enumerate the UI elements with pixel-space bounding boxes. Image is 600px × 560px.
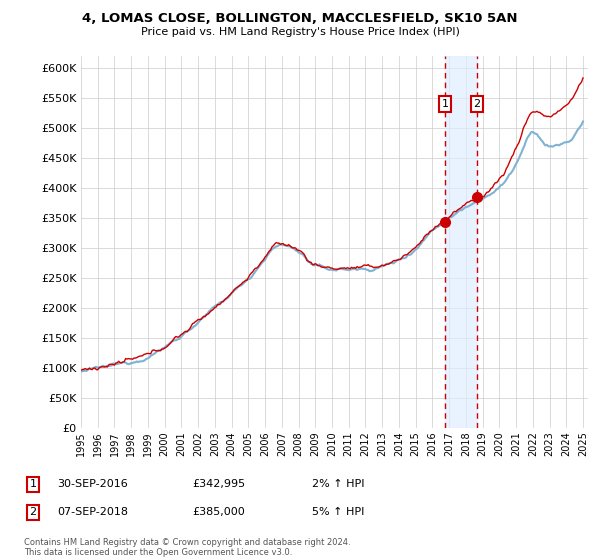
Text: 4, LOMAS CLOSE, BOLLINGTON, MACCLESFIELD, SK10 5AN: 4, LOMAS CLOSE, BOLLINGTON, MACCLESFIELD… [82,12,518,25]
Text: Contains HM Land Registry data © Crown copyright and database right 2024.
This d: Contains HM Land Registry data © Crown c… [24,538,350,557]
Text: 1: 1 [29,479,37,489]
Text: 2% ↑ HPI: 2% ↑ HPI [312,479,365,489]
Text: 07-SEP-2018: 07-SEP-2018 [57,507,128,517]
Text: £342,995: £342,995 [192,479,245,489]
Text: £385,000: £385,000 [192,507,245,517]
Text: 1: 1 [442,99,448,109]
Text: 2: 2 [473,99,481,109]
Text: Price paid vs. HM Land Registry's House Price Index (HPI): Price paid vs. HM Land Registry's House … [140,27,460,37]
Text: 2: 2 [29,507,37,517]
Text: 30-SEP-2016: 30-SEP-2016 [57,479,128,489]
Text: 5% ↑ HPI: 5% ↑ HPI [312,507,364,517]
Bar [445,56,477,428]
